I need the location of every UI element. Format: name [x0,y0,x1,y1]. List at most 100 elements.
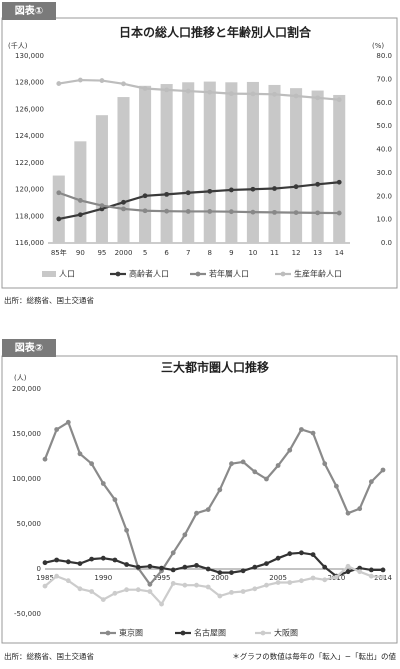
x-tick-label: 6 [164,249,169,257]
point [357,569,363,575]
point [252,586,258,592]
point [228,209,234,215]
y-tick-label: 116,000 [15,239,44,247]
point [112,557,118,563]
point [207,89,213,95]
point [205,507,211,512]
x-tick-label: 2000 [211,574,229,582]
point [252,469,258,475]
point [357,506,363,512]
point [293,210,299,216]
point [185,88,191,94]
bar [182,82,195,243]
point [264,476,269,482]
point [229,570,234,575]
point [56,216,62,222]
point [164,208,170,214]
point [100,555,106,561]
x-tick-label: 85年 [51,248,67,257]
point [205,566,211,572]
legend-marker [105,630,111,636]
bar [333,94,346,243]
x-tick-label: 11 [270,249,279,257]
y-tick-label: 126,000 [15,105,44,113]
legend-label: 高齢者人口 [129,269,169,279]
series-line [58,181,340,221]
panel-2 [1,355,398,644]
point [333,574,339,580]
point [99,203,105,209]
x-tick-label: 1985 [36,574,54,582]
legend-label: 名古屋圏 [194,628,226,638]
point [164,87,170,93]
point [275,555,281,561]
point [275,580,281,585]
point [121,199,126,205]
point [121,81,126,87]
point [380,567,386,573]
y2-tick-label: 80.0 [376,52,392,60]
x-tick-label: 10 [248,249,257,257]
point [185,209,191,214]
point [207,188,213,194]
legend-marker [115,271,121,277]
point [205,584,211,590]
x-tick-label: 5 [143,249,147,257]
point [345,563,351,569]
chart-title: 日本の総人口推移と年齢別人口割合 [119,25,312,40]
point [217,593,223,599]
legend-label: 若年層人口 [209,269,249,279]
point [56,190,62,196]
point [322,577,328,583]
point [65,559,71,565]
y2-tick-label: 10.0 [376,216,392,224]
point [65,419,71,425]
bar [225,82,238,243]
x-tick-label: 14 [335,249,344,257]
point [124,562,129,567]
point [252,564,258,570]
point [182,564,188,570]
point [345,510,351,516]
point [310,552,316,557]
point [42,583,48,589]
point [77,198,83,203]
point [185,190,191,196]
point [159,601,164,607]
point [42,560,48,566]
point [287,447,293,453]
point [336,179,342,185]
point [228,91,234,97]
point [315,210,321,216]
point [315,181,321,187]
point [228,187,234,193]
badge-2 [2,339,56,357]
legend-marker [280,271,286,277]
point [124,527,129,533]
point [299,427,304,432]
bar [74,141,87,243]
series-line [43,420,384,587]
point [100,481,106,486]
point [272,91,277,97]
point [77,586,83,592]
y2-tick-label: 30.0 [376,169,392,177]
point [336,97,342,103]
point [368,479,374,485]
y-tick-label: 200,000 [12,385,41,393]
y2-tick-label: 20.0 [376,192,392,200]
point [142,86,148,91]
point [77,77,83,83]
y-tick-label: 122,000 [15,159,44,167]
point [287,551,293,557]
point [194,510,199,516]
x-tick-label: 95 [97,249,106,257]
y-tick-label: 124,000 [15,132,44,140]
point [322,461,328,467]
bar [290,88,303,244]
x-tick-label: 2005 [269,574,287,582]
point [217,487,223,493]
x-tick-label: 13 [313,249,322,257]
badge-label: 図表① [15,4,43,17]
point [112,590,118,596]
